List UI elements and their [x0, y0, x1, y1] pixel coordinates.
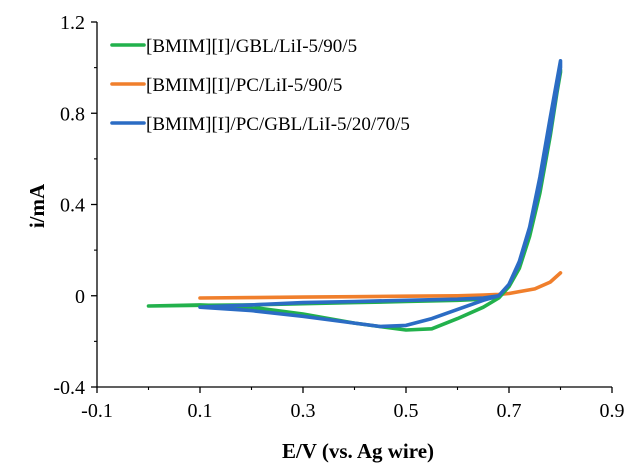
x-axis-title: E/V (vs. Ag wire): [282, 439, 434, 463]
x-tick-label: -0.1: [81, 400, 113, 422]
legend-label: [BMIM][I]/PC/GBL/LiI-5/20/70/5: [146, 114, 410, 135]
legend: [BMIM][I]/GBL/LiI-5/90/5 [BMIM][I]/PC/LiI…: [110, 36, 410, 135]
y-tick-label: 0: [75, 286, 85, 308]
x-tick-label: 0.5: [394, 400, 419, 422]
legend-label: [BMIM][I]/GBL/LiI-5/90/5: [146, 36, 357, 57]
x-tick-label: 0.1: [188, 400, 213, 422]
y-tick-label: 0.4: [60, 195, 85, 217]
y-tick-label: 0.8: [60, 103, 85, 125]
series-line: [198, 58, 563, 329]
y-tick-label: 1.2: [60, 12, 85, 34]
plot-area: [146, 58, 563, 332]
series-line: [198, 271, 563, 300]
series-line: [146, 68, 563, 332]
axes: -0.4 0 0.4 0.8 1.2 -0.1 0.1 0.3 0.5 0.7 0.9: [53, 12, 624, 422]
x-tick-label: 0.3: [291, 400, 316, 422]
legend-label: [BMIM][I]/PC/LiI-5/90/5: [146, 75, 342, 96]
x-tick-label: 0.9: [600, 400, 625, 422]
y-axis-title: i/mA: [25, 183, 49, 228]
x-tick-label: 0.7: [497, 400, 522, 422]
y-tick-label: -0.4: [53, 377, 85, 399]
